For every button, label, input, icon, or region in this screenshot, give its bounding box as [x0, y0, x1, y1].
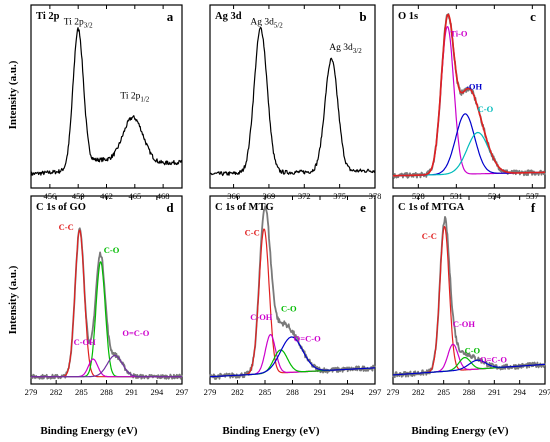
x-tick-label: 291 [488, 387, 501, 397]
x-tick-label: 279 [25, 387, 38, 397]
x-tick-label: 288 [100, 387, 113, 397]
peak-label: C-O [104, 245, 120, 255]
peak-label: Ag 3d5/2 [250, 17, 283, 29]
x-axis-label-middle: Binding Energy (eV) [222, 425, 320, 437]
panel-frame [209, 195, 376, 385]
series-line-data [209, 205, 376, 380]
series-line-c-o [393, 131, 545, 177]
x-tick-label: 285 [259, 387, 272, 397]
panel-title: C 1s of GO [36, 202, 86, 213]
x-tick-label: 282 [412, 387, 425, 397]
x-tick-label: 294 [341, 387, 355, 397]
x-tick-label: 291 [314, 387, 327, 397]
x-tick-label: 288 [463, 387, 476, 397]
x-tick-label: 279 [387, 387, 400, 397]
panel-title: C 1s of MTGA [398, 202, 465, 213]
series-line-data [392, 13, 546, 179]
x-tick-label: 294 [150, 387, 164, 397]
panel-frame [392, 4, 546, 189]
panel-e: 279 282 285 288 291 294 297 C 1s of MTG e C-C C-OH… [204, 195, 382, 397]
peak-label: C-C [59, 222, 74, 232]
x-axis-label-left: Binding Energy (eV) [40, 425, 138, 437]
x-tick-label: 285 [437, 387, 450, 397]
peak-label: O=C-O [480, 355, 507, 365]
panel-f: 279 282 285 288 291 294 297 C 1s of MTGA f C-C C-O… [387, 195, 550, 397]
x-tick-label: 294 [513, 387, 527, 397]
series-line-o-c-o [210, 336, 375, 378]
peak-label: -OH [466, 82, 482, 92]
peak-label: Ag 3d3/2 [329, 43, 362, 55]
panel-title: Ti 2p [36, 11, 60, 22]
panel-frame [30, 195, 183, 385]
series-line-o-c-o [31, 354, 182, 378]
x-tick-label: 285 [75, 387, 88, 397]
peak-label: C-OH [453, 319, 476, 329]
panel-letter: e [360, 200, 366, 215]
panel-title: C 1s of MTG [215, 202, 274, 213]
peak-label: C-C [422, 231, 437, 241]
peak-label: C-OH [250, 312, 273, 322]
x-tick-label: 279 [204, 387, 217, 397]
peak-label: O=C-O [122, 328, 149, 338]
panel-letter: d [166, 200, 174, 215]
panel-letter: f [531, 200, 536, 215]
peak-label: C-C [245, 227, 260, 237]
x-tick-label: 297 [539, 387, 550, 397]
panel-title: O 1s [398, 11, 418, 22]
peak-label: Ti 2p1/2 [120, 91, 149, 103]
panel-letter: a [167, 9, 174, 24]
peak-label: Ti-O [450, 28, 468, 38]
series-line-o-c-o [393, 359, 546, 376]
y-axis-label-top: Intensity (a.u.) [7, 60, 19, 129]
series-line-fit [392, 13, 546, 177]
peak-label: C-OH [74, 337, 97, 347]
panel-frame [209, 4, 376, 189]
series-line-c-o [31, 261, 182, 378]
peak-label: C-O [478, 104, 494, 114]
peak-label: C-O [281, 303, 297, 313]
series-line-ti-o [393, 26, 545, 177]
x-tick-label: 282 [231, 387, 244, 397]
peak-label: O=C-O [294, 333, 321, 343]
x-tick-label: 291 [125, 387, 138, 397]
series-line [30, 27, 183, 177]
series-line [209, 26, 376, 177]
x-axis-label-right: Binding Energy (eV) [411, 425, 509, 437]
y-axis-label-bottom: Intensity (a.u.) [7, 265, 19, 334]
peak-label: C-O [465, 346, 481, 356]
panel-letter: b [359, 9, 366, 24]
x-tick-label: 288 [286, 387, 299, 397]
panel-d: 279 282 285 288 291 294 297 C 1s of GO d C-C C-O C-… [25, 195, 189, 397]
x-tick-label: 297 [369, 387, 382, 397]
series-line-c-oh [31, 358, 182, 378]
panel-letter: c [530, 9, 536, 24]
peak-label: Ti 2p3/2 [64, 17, 93, 29]
panel-title: Ag 3d [215, 11, 242, 22]
x-tick-label: 282 [50, 387, 63, 397]
x-tick-label: 297 [176, 387, 189, 397]
